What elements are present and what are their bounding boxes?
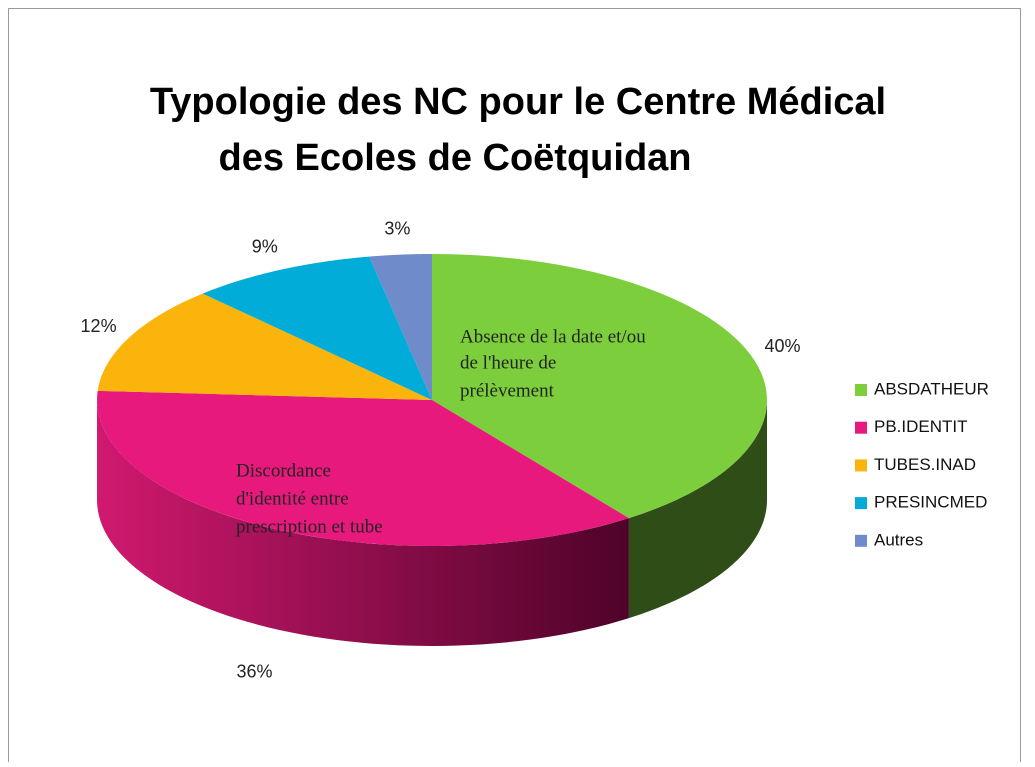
annotation: prélèvement — [460, 380, 555, 401]
frame — [8, 8, 1021, 767]
annotation: Absence de la date et/ou — [460, 326, 646, 347]
slice-side — [97, 400, 629, 646]
slice — [97, 390, 629, 546]
legend-label: PRESINCMED — [874, 493, 987, 512]
slice — [202, 256, 432, 400]
annotations: Absence de la date et/ou de l'heure de p… — [236, 326, 646, 537]
chart-title: des Ecoles de Coëtquidan — [219, 137, 692, 179]
annotation: de l'heure de — [460, 352, 556, 373]
pie — [97, 254, 767, 646]
annotation: prescription et tube — [236, 516, 383, 537]
legend-label: Autres — [874, 530, 923, 549]
legend-swatch — [855, 534, 867, 547]
value-label: 40% — [764, 336, 800, 356]
legend-label: TUBES.INAD — [874, 455, 976, 474]
slice — [97, 293, 433, 400]
legend-swatch — [855, 384, 867, 396]
value-label: 36% — [236, 661, 272, 681]
legend-swatch — [855, 459, 867, 472]
legend-swatch — [855, 497, 867, 510]
value-label: 12% — [81, 316, 117, 336]
value-label: 9% — [252, 236, 278, 256]
annotation: d'identité entre — [236, 488, 349, 509]
slice — [432, 254, 767, 519]
slice — [369, 254, 432, 400]
value-label: 3% — [384, 219, 410, 239]
slice-side — [628, 400, 767, 619]
chart-title: Typologie des NC pour le Centre Médical — [150, 81, 886, 123]
legend-swatch — [855, 421, 867, 434]
legend-label: PB.IDENTIT — [874, 417, 968, 436]
legend-label: ABSDATHEUR — [874, 379, 989, 398]
annotation: Discordance — [236, 460, 331, 481]
